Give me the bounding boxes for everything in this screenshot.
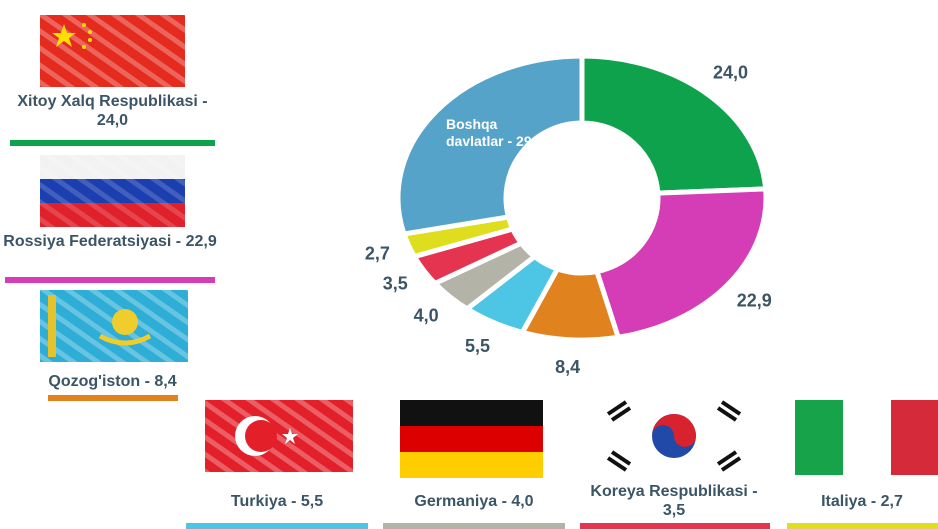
legend-swatch [10,140,215,146]
legend-swatch [48,395,178,401]
flag-korea [600,400,748,472]
legend-swatch [787,523,938,529]
flag-russia [40,155,185,227]
flag-turkey [205,400,353,472]
legend-label: Turkiya - 5,5 [230,493,324,510]
slice [395,53,585,237]
value-label: 2,7 [365,244,390,264]
flag-kazakhstan [40,290,188,362]
legend-label: Xitoy Xalq Respublikasi - 24,0 [17,93,208,129]
legend-swatch [383,523,565,529]
value-label: 8,4 [555,357,580,377]
legend-swatch [580,523,770,529]
legend-swatch [186,523,368,529]
value-label: 4,0 [414,305,439,325]
flag-china [40,15,185,87]
legend-swatch [5,277,215,283]
flag-germany [400,400,543,478]
value-label: 24,0 [713,62,748,82]
legend-label: Qozog'iston - 8,4 [48,373,177,390]
slice [579,53,769,196]
value-label: 3,5 [383,274,408,294]
legend-label: Germaniya - 4,0 [414,493,534,510]
value-label: 22,9 [737,290,772,310]
legend-label: Koreya Respublikasi - 3,5 [590,483,758,519]
legend-label: Italiya - 2,7 [821,493,903,510]
slice-label: Boshqa davlatlar - 29,1 [446,116,544,149]
legend-label: Rossiya Federatsiyasi - 22,9 [3,233,217,250]
slice [593,186,769,341]
value-label: 5,5 [465,336,490,356]
flag-italy [795,400,938,475]
